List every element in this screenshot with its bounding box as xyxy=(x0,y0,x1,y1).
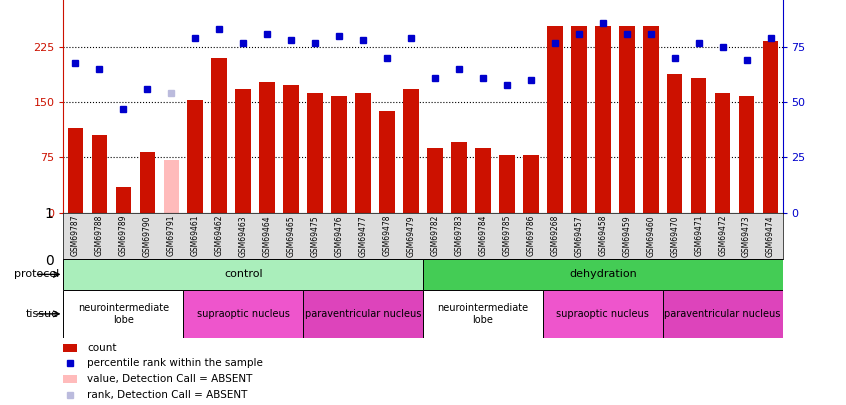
Text: GSM69459: GSM69459 xyxy=(623,215,631,257)
Bar xyxy=(423,259,783,290)
Text: GSM69458: GSM69458 xyxy=(598,215,607,256)
Text: control: control xyxy=(224,269,262,279)
Bar xyxy=(91,135,107,213)
Bar xyxy=(235,89,251,213)
Text: GSM69790: GSM69790 xyxy=(143,215,151,257)
Text: GSM69465: GSM69465 xyxy=(287,215,295,257)
Bar xyxy=(68,128,83,213)
Text: GSM69788: GSM69788 xyxy=(95,215,104,256)
Text: GSM69464: GSM69464 xyxy=(263,215,272,257)
Bar xyxy=(475,148,491,213)
Text: neurointermediate
lobe: neurointermediate lobe xyxy=(437,303,529,325)
Bar xyxy=(427,148,442,213)
Text: GSM69785: GSM69785 xyxy=(503,215,511,256)
Text: GSM69460: GSM69460 xyxy=(646,215,655,257)
Bar xyxy=(63,259,423,290)
Text: supraoptic nucleus: supraoptic nucleus xyxy=(197,309,289,319)
Text: GSM69476: GSM69476 xyxy=(335,215,343,257)
Bar xyxy=(379,111,395,213)
Text: GSM69471: GSM69471 xyxy=(695,215,703,256)
Text: tissue: tissue xyxy=(26,309,59,319)
Text: GSM69462: GSM69462 xyxy=(215,215,223,256)
Text: protocol: protocol xyxy=(14,269,59,279)
Bar xyxy=(643,26,658,213)
Text: GSM69791: GSM69791 xyxy=(167,215,176,256)
Text: GSM69457: GSM69457 xyxy=(574,215,583,257)
Bar xyxy=(543,290,662,338)
Text: GSM69475: GSM69475 xyxy=(310,215,320,257)
Bar xyxy=(739,96,755,213)
Bar xyxy=(212,58,227,213)
Bar xyxy=(691,78,706,213)
Text: GSM69472: GSM69472 xyxy=(718,215,727,256)
Bar xyxy=(163,160,179,213)
Bar xyxy=(571,26,586,213)
Text: GSM69786: GSM69786 xyxy=(526,215,536,256)
Bar xyxy=(63,375,77,383)
Bar xyxy=(140,151,155,213)
Text: GSM69783: GSM69783 xyxy=(454,215,464,256)
Text: neurointermediate
lobe: neurointermediate lobe xyxy=(78,303,169,325)
Bar xyxy=(63,290,184,338)
Bar xyxy=(763,41,778,213)
Text: paraventricular nucleus: paraventricular nucleus xyxy=(305,309,421,319)
Bar xyxy=(303,290,423,338)
Bar xyxy=(307,93,323,213)
Text: dehydration: dehydration xyxy=(569,269,637,279)
Bar xyxy=(63,344,77,352)
Text: GSM69470: GSM69470 xyxy=(670,215,679,257)
Bar xyxy=(595,26,611,213)
Text: GSM69478: GSM69478 xyxy=(382,215,392,256)
Bar xyxy=(404,89,419,213)
Bar xyxy=(523,155,539,213)
Text: GSM69461: GSM69461 xyxy=(191,215,200,256)
Bar xyxy=(662,290,783,338)
Text: GSM69784: GSM69784 xyxy=(479,215,487,256)
Bar xyxy=(547,26,563,213)
Bar xyxy=(355,93,371,213)
Bar xyxy=(260,82,275,213)
Bar xyxy=(619,26,634,213)
Bar xyxy=(499,155,514,213)
Bar xyxy=(332,96,347,213)
Text: GSM69477: GSM69477 xyxy=(359,215,367,257)
Text: GSM69782: GSM69782 xyxy=(431,215,439,256)
Bar xyxy=(667,74,683,213)
Text: percentile rank within the sample: percentile rank within the sample xyxy=(87,358,263,368)
Text: GSM69268: GSM69268 xyxy=(551,215,559,256)
Bar xyxy=(451,142,467,213)
Bar xyxy=(715,93,730,213)
Text: GSM69789: GSM69789 xyxy=(119,215,128,256)
Bar xyxy=(184,290,303,338)
Bar xyxy=(116,187,131,213)
Text: supraoptic nucleus: supraoptic nucleus xyxy=(557,309,649,319)
Text: paraventricular nucleus: paraventricular nucleus xyxy=(664,309,781,319)
Text: GSM69474: GSM69474 xyxy=(766,215,775,257)
Bar xyxy=(283,85,299,213)
Text: GSM69473: GSM69473 xyxy=(742,215,751,257)
Text: count: count xyxy=(87,343,117,353)
Text: GSM69787: GSM69787 xyxy=(71,215,80,256)
Text: rank, Detection Call = ABSENT: rank, Detection Call = ABSENT xyxy=(87,390,248,400)
Bar xyxy=(423,290,543,338)
Text: GSM69463: GSM69463 xyxy=(239,215,248,257)
Text: GSM69479: GSM69479 xyxy=(407,215,415,257)
Bar xyxy=(188,100,203,213)
Text: value, Detection Call = ABSENT: value, Detection Call = ABSENT xyxy=(87,374,253,384)
